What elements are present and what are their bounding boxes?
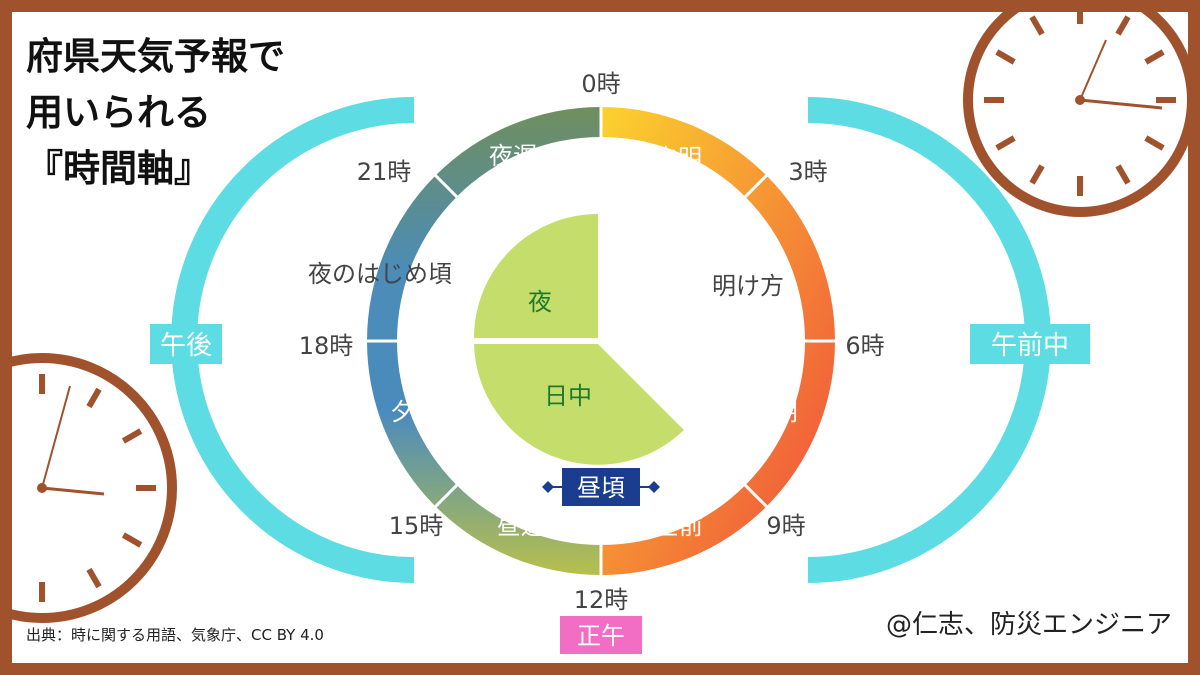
title-line-3: 『時間軸』 (26, 146, 211, 190)
ring-divider (721, 173, 769, 221)
ring-right-half (601, 107, 835, 575)
hour-label-3: 3時 (788, 158, 827, 186)
clock-mark (121, 428, 143, 444)
hour-label-12: 12時 (574, 586, 629, 614)
hour-label-9: 9時 (766, 512, 805, 540)
noon-badge-label: 正午 (577, 622, 625, 650)
clock-mark (995, 49, 1016, 65)
inner-daytime-sector (474, 344, 684, 465)
am-label: 午前中 (991, 331, 1069, 361)
hour-label-0: 0時 (581, 70, 620, 98)
svg-text:昼頃: 昼頃 (577, 474, 625, 502)
am-label-box (970, 324, 1090, 364)
segment-label-yoruosoku: 夜遅く (489, 142, 561, 170)
pm-label: 午後 (160, 331, 212, 361)
ring-divider (433, 173, 481, 221)
ring-left-half (367, 107, 601, 575)
ring-divider (433, 461, 481, 509)
clock-mark (1029, 15, 1045, 36)
clock-mark (1029, 164, 1045, 185)
pm-label-box (150, 324, 222, 364)
segment-label-asa: 朝 (774, 398, 798, 426)
segment-label-hirumae: 昼前 (655, 512, 703, 540)
hour-label-6: 6時 (845, 332, 884, 360)
clock-mark (86, 567, 102, 589)
segment-label-yugata: 夕方 (390, 398, 438, 426)
clock-mark (1115, 15, 1131, 36)
segment-label-mimei: 未明 (654, 144, 702, 172)
source-credit: 出典：時に関する用語、気象庁、CC BY 4.0 (26, 626, 324, 644)
clock-mark (1144, 49, 1165, 65)
inner-daytime-label: 日中 (544, 382, 592, 410)
hour-label-18: 18時 (299, 332, 354, 360)
inner-night-sector (474, 214, 598, 338)
clock-top-right-icon (963, 0, 1197, 217)
segment-label-akegata: 明け方 (712, 272, 784, 300)
clock-mark (121, 532, 143, 548)
noon-badge (560, 616, 642, 654)
hour-label-21: 21時 (357, 158, 412, 186)
ring-divider (721, 461, 769, 509)
noon-period-label: 昼頃 (542, 468, 660, 506)
clock-mark (86, 387, 102, 409)
segment-label-yoru-hajime: 夜のはじめ頃 (308, 260, 452, 288)
clock-bottom-left-icon (0, 353, 177, 623)
title-line-1: 府県天気予報で (26, 34, 285, 78)
clock-mark (1115, 164, 1131, 185)
clock-mark (995, 135, 1016, 151)
author-credit: @仁志、防災エンジニア (885, 610, 1172, 640)
inner-night-label: 夜 (528, 288, 552, 316)
segment-label-hirusugi: 昼過ぎ (497, 512, 569, 540)
hour-label-15: 15時 (389, 512, 444, 540)
title-line-2: 用いられる (26, 90, 211, 134)
clock-mark (1144, 135, 1165, 151)
page-title: 府県天気予報で 用いられる 『時間軸』 (26, 28, 285, 196)
